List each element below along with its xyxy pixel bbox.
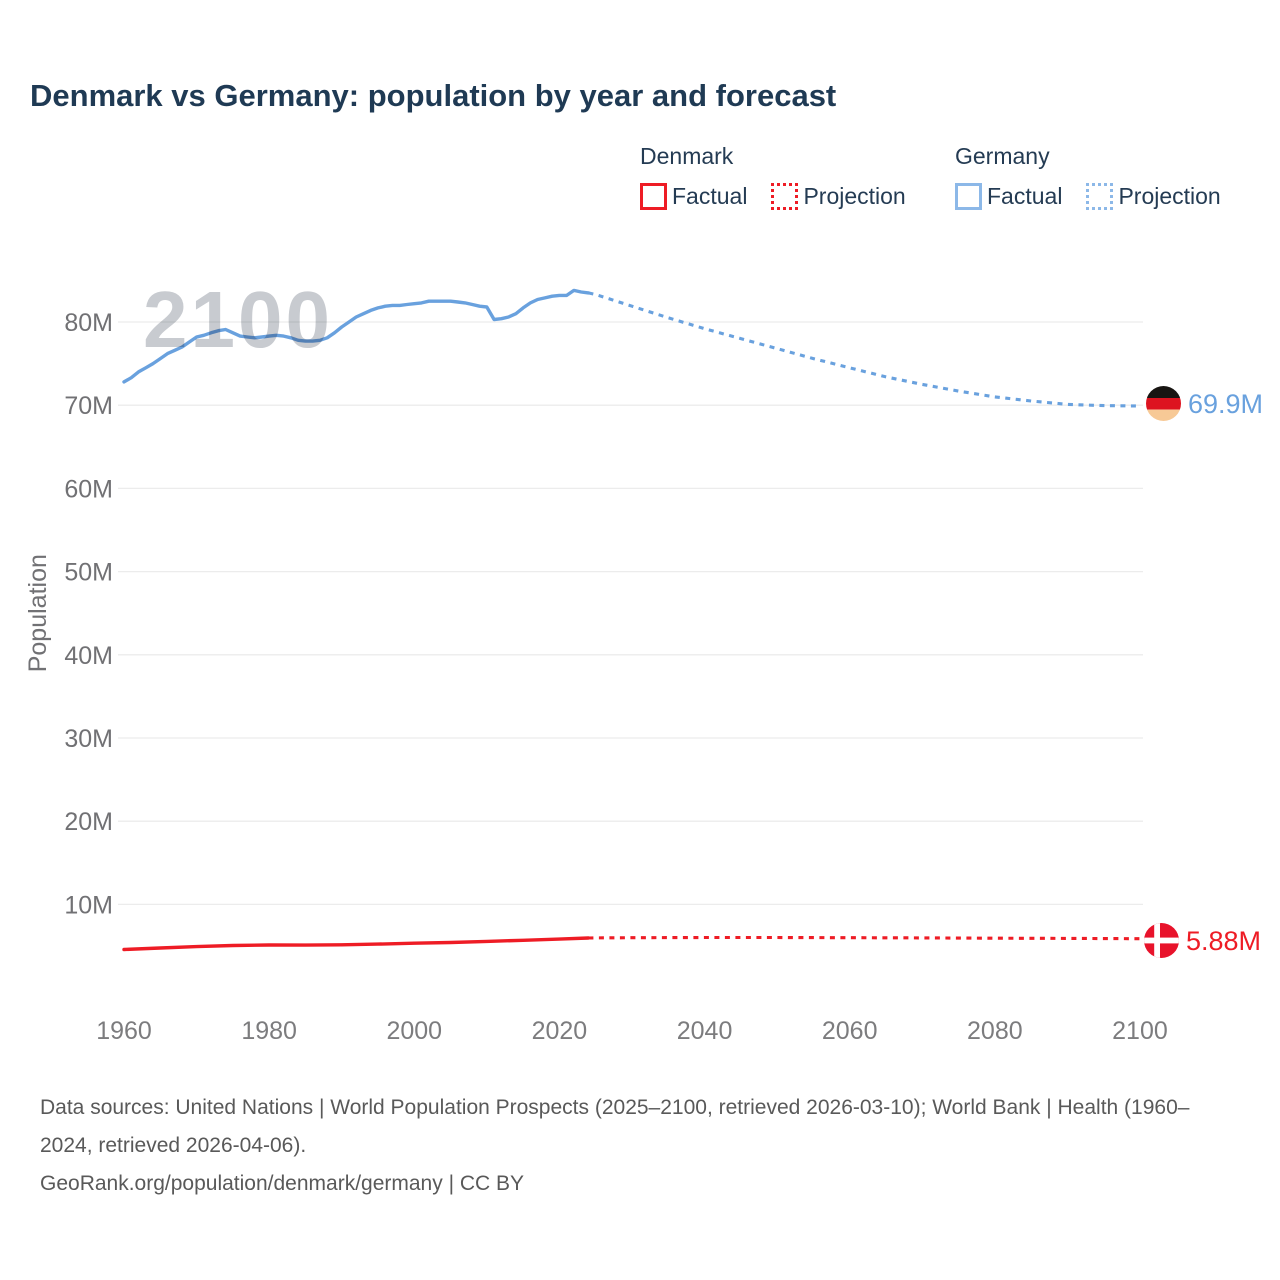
svg-text:2040: 2040 [677, 1017, 733, 1045]
svg-text:10M: 10M [64, 891, 113, 919]
legend-group-label: Denmark [640, 143, 734, 169]
legend-item-denmark-projection[interactable]: Projection [771, 183, 906, 210]
legend-items: Factual Projection [640, 183, 906, 210]
denmark-end-label: 5.88M [1144, 923, 1261, 958]
svg-text:2100: 2100 [1112, 1017, 1168, 1045]
legend-group-label: Germany [955, 143, 1050, 169]
svg-text:20M: 20M [64, 808, 113, 836]
germany-end-label: 69.9M [1146, 386, 1263, 421]
svg-text:30M: 30M [64, 725, 113, 753]
denmark-end-value: 5.88M [1186, 925, 1262, 956]
svg-text:2060: 2060 [822, 1017, 878, 1045]
attribution-link[interactable]: GeoRank.org/population/denmark/germany |… [40, 1172, 525, 1195]
legend-swatch-dotted-blue-icon [1086, 183, 1114, 210]
footer: Data sources: United Nations | World Pop… [40, 1089, 1230, 1203]
denmark-flag-icon [1144, 923, 1179, 958]
svg-text:2080: 2080 [967, 1017, 1023, 1045]
svg-text:80M: 80M [64, 309, 113, 337]
germany-flag-icon [1146, 386, 1181, 421]
svg-text:2020: 2020 [532, 1017, 588, 1045]
svg-text:1960: 1960 [96, 1017, 152, 1045]
legend-swatch-solid-blue-icon [955, 183, 982, 210]
svg-text:2000: 2000 [386, 1017, 442, 1045]
svg-text:Population: Population [24, 554, 52, 672]
svg-text:70M: 70M [64, 392, 113, 420]
legend-swatch-solid-red-icon [640, 183, 667, 210]
data-sources-text: Data sources: United Nations | World Pop… [40, 1096, 1190, 1157]
legend-swatch-dotted-red-icon [771, 183, 799, 210]
legend-item-germany-factual[interactable]: Factual [955, 183, 1062, 210]
legend-group-denmark: Denmark Factual Projection [640, 143, 906, 210]
svg-text:60M: 60M [64, 475, 113, 503]
legend-item-label: Projection [803, 183, 906, 209]
germany-end-value: 69.9M [1188, 388, 1264, 419]
svg-text:1980: 1980 [241, 1017, 297, 1045]
legend-group-germany: Germany Factual Projection [955, 143, 1221, 210]
svg-text:2100: 2100 [143, 275, 333, 364]
svg-text:50M: 50M [64, 559, 113, 587]
svg-text:40M: 40M [64, 642, 113, 670]
legend-item-label: Projection [1118, 183, 1221, 209]
legend-item-denmark-factual[interactable]: Factual [640, 183, 747, 210]
legend-item-label: Factual [987, 183, 1063, 209]
page-title: Denmark vs Germany: population by year a… [30, 78, 837, 113]
legend-item-germany-projection[interactable]: Projection [1086, 183, 1221, 210]
legend-items: Factual Projection [955, 183, 1221, 210]
legend-item-label: Factual [672, 183, 748, 209]
